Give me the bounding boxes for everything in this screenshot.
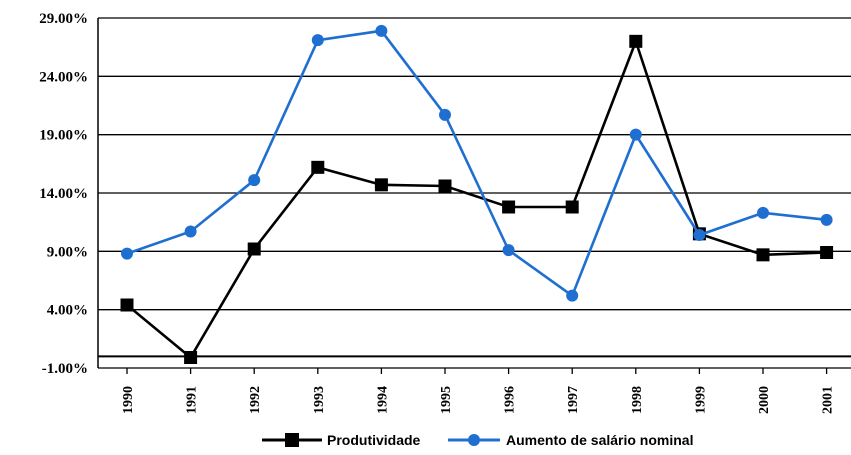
legend-salario-label: Aumento de salário nominal (506, 432, 693, 448)
x-tick-label: 1998 (630, 386, 645, 414)
point-salario-2001 (820, 213, 833, 226)
y-axis-tick-labels: -1.00% 4.00% 9.00% 14.00% 19.00% 24.00% 29.00% (39, 11, 88, 377)
x-tick-label: 1994 (375, 386, 390, 414)
x-tick-label: 2000 (757, 386, 772, 414)
x-axis-tick-labels: 1990 1991 1992 1993 1994 1995 1996 1997 1998 1999… (121, 386, 836, 414)
point-salario-1991 (184, 225, 197, 238)
x-tick-label: 1992 (248, 386, 263, 414)
x-tick-label: 1991 (185, 386, 200, 414)
point-salario-1994 (375, 24, 388, 37)
point-salario-2000 (757, 206, 769, 219)
y-tick-label: 29.00% (39, 11, 88, 27)
series-produtividade (120, 34, 834, 364)
y-tick-label: 24.00% (39, 69, 88, 85)
point-salario-1995 (439, 108, 451, 121)
point-salario-1993 (311, 34, 324, 47)
legend: Produtividade Aumento de salário nominal (262, 432, 693, 448)
legend-salario-marker (468, 434, 480, 446)
point-produtividade-2001 (820, 246, 834, 259)
y-tick-label: 14.00% (39, 186, 88, 202)
legend-produtividade-marker (285, 433, 299, 447)
series-produtividade-line (126, 37, 827, 360)
series-salario-line (126, 29, 827, 298)
point-salario-1997 (566, 289, 579, 302)
point-produtividade-1996 (502, 200, 516, 214)
legend-produtividade-label: Produtividade (327, 432, 421, 448)
x-tick-label: 2001 (821, 386, 836, 414)
point-salario-1998 (629, 128, 642, 141)
point-produtividade-1992 (247, 242, 261, 256)
point-produtividade-1991 (184, 351, 198, 364)
y-tick-label: 19.00% (39, 128, 88, 144)
x-tick-label: 1996 (503, 386, 518, 414)
y-tick-label: -1.00% (42, 361, 88, 377)
point-salario-1992 (248, 174, 261, 187)
point-produtividade-2000 (756, 248, 770, 262)
point-salario-1999 (693, 229, 706, 241)
point-produtividade-1994 (374, 178, 388, 192)
point-produtividade-1995 (438, 179, 452, 193)
grid-lines (97, 17, 851, 374)
x-tick-label: 1997 (566, 386, 581, 414)
point-produtividade-1990 (120, 298, 134, 312)
point-salario-1996 (502, 244, 515, 257)
x-tick-label: 1993 (312, 386, 327, 414)
point-produtividade-1998 (629, 34, 643, 48)
y-tick-label: 9.00% (47, 244, 88, 260)
x-tick-label: 1990 (121, 386, 136, 414)
point-produtividade-1997 (565, 200, 579, 214)
x-tick-label: 1995 (439, 386, 454, 414)
series-lines (120, 24, 834, 364)
point-produtividade-1993 (311, 160, 325, 174)
x-tick-label: 1999 (693, 386, 708, 414)
y-tick-label: 4.00% (47, 303, 88, 319)
series-salario (121, 24, 833, 302)
point-salario-1990 (121, 247, 133, 260)
